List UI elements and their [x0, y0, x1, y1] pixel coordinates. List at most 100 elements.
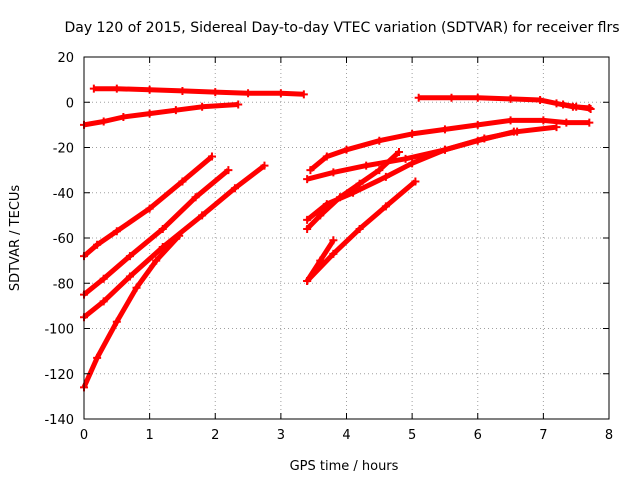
y-tick-label: -40 — [53, 187, 74, 202]
series-point — [447, 93, 456, 102]
series-point — [408, 129, 417, 138]
series-point — [355, 179, 364, 188]
x-tick-label: 1 — [145, 428, 153, 443]
series-line-1 — [93, 86, 304, 97]
series-point — [440, 125, 449, 134]
y-tick-label: -100 — [44, 323, 74, 338]
x-tick-label: 3 — [277, 428, 285, 443]
series-point — [506, 116, 515, 125]
series-point — [145, 85, 154, 94]
x-tick-label: 5 — [408, 428, 416, 443]
series-point — [316, 256, 325, 265]
series-point — [132, 283, 141, 292]
series-point — [191, 193, 200, 202]
series-point — [509, 127, 518, 136]
series-point — [303, 215, 312, 224]
series-point — [112, 84, 121, 93]
series-point — [414, 93, 423, 102]
series-line-12 — [305, 179, 418, 283]
series-point — [178, 177, 187, 186]
series-point — [299, 90, 308, 99]
series-point — [473, 120, 482, 129]
series-point — [473, 93, 482, 102]
series-point — [539, 116, 548, 125]
series-point — [473, 136, 482, 145]
series-line-6 — [81, 234, 182, 389]
series-group — [80, 84, 595, 392]
series-point — [401, 154, 410, 163]
series-point — [224, 166, 233, 175]
series-point — [119, 112, 128, 121]
series-line-4 — [82, 168, 230, 297]
series-point — [329, 249, 338, 258]
y-tick-label: -20 — [53, 142, 74, 157]
series-point — [145, 109, 154, 118]
series-line-3 — [82, 154, 214, 258]
series-point — [329, 236, 338, 245]
series-point — [411, 177, 420, 186]
x-tick-label: 4 — [342, 428, 350, 443]
series-point — [585, 118, 594, 127]
series-point — [572, 102, 581, 111]
x-tick-label: 8 — [605, 428, 613, 443]
series-point — [244, 89, 253, 98]
series-point — [145, 204, 154, 213]
series-point — [89, 84, 98, 93]
series-point — [375, 136, 384, 145]
series-point — [440, 145, 449, 154]
y-tick-label: -140 — [44, 413, 74, 428]
series-point — [175, 231, 184, 240]
series-point — [125, 272, 134, 281]
series-point — [198, 102, 207, 111]
ticks-group: 0 1 2 3 4 5 6 7 8 -140 -120 -100 -80 -60 -40 -20 0 20 — [44, 51, 613, 443]
series-point — [355, 224, 364, 233]
series-point — [276, 89, 285, 98]
series-point — [559, 100, 568, 109]
series-line-9 — [305, 129, 515, 222]
series-point — [395, 148, 403, 157]
series-point — [207, 152, 216, 161]
series-point — [112, 317, 121, 326]
series-point — [230, 184, 239, 193]
series-point — [93, 353, 102, 362]
series-point — [152, 256, 161, 265]
series-point — [329, 168, 338, 177]
y-axis-label: SDTVAR / TECUs — [8, 185, 23, 292]
x-axis-label: GPS time / hours — [290, 459, 399, 474]
x-tick-label: 2 — [211, 428, 219, 443]
series-point — [260, 161, 269, 170]
series-point — [306, 166, 315, 175]
series-point — [562, 118, 571, 127]
series-point — [93, 240, 102, 249]
series-point — [316, 211, 325, 220]
series-point — [536, 95, 545, 104]
series-point — [408, 159, 417, 168]
series-point — [171, 106, 180, 115]
x-tick-label: 0 — [80, 428, 88, 443]
series-point — [211, 88, 220, 97]
series-point — [198, 211, 207, 220]
series-point — [158, 224, 167, 233]
series-point — [99, 274, 108, 283]
y-tick-label: 0 — [66, 96, 74, 111]
series-point — [586, 105, 595, 114]
series-point — [335, 193, 344, 202]
x-tick-label: 6 — [474, 428, 482, 443]
y-tick-label: 20 — [57, 51, 74, 66]
series-point — [362, 161, 371, 170]
chart-title: Day 120 of 2015, Sidereal Day-to-day VTE… — [64, 20, 619, 36]
series-point — [112, 227, 121, 236]
series-point — [322, 152, 331, 161]
series-point — [303, 175, 312, 184]
series-point — [375, 166, 384, 175]
y-tick-label: -120 — [44, 368, 74, 383]
y-tick-label: -60 — [53, 232, 74, 247]
series-point — [552, 123, 561, 132]
series-point — [552, 99, 561, 108]
series-point — [381, 202, 390, 211]
series-line-10 — [305, 150, 401, 231]
series-point — [99, 297, 108, 306]
series-point — [506, 94, 515, 103]
series-point — [99, 117, 108, 126]
